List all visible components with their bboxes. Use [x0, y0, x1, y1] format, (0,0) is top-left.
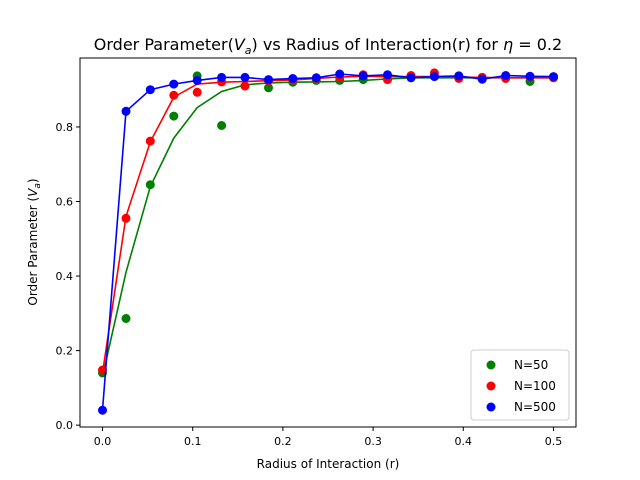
y-tick-label: 0.0 — [56, 419, 74, 432]
ylabel-var: V — [26, 188, 40, 197]
plot-area — [98, 68, 558, 415]
x-tick-label: 0.3 — [364, 435, 382, 448]
x-tick-label: 0.5 — [545, 435, 563, 448]
data-point — [383, 70, 392, 80]
title-suffix: = 0.2 — [513, 35, 562, 54]
chart-title: Order Parameter(Va) vs Radius of Interac… — [94, 35, 562, 57]
legend: N=50 N=100 N=500 — [470, 349, 570, 421]
data-point — [169, 79, 179, 89]
legend-marker — [486, 381, 496, 391]
data-point — [192, 87, 202, 97]
title-eta: η — [503, 35, 513, 54]
x-axis-ticks: 0.0 0.1 0.2 0.3 0.4 0.5 — [94, 427, 562, 448]
ylabel-suffix: ) — [26, 178, 40, 183]
legend-label: N=500 — [514, 400, 556, 414]
legend-marker — [486, 402, 496, 412]
data-point — [121, 314, 131, 323]
title-prefix: Order Parameter( — [94, 35, 234, 54]
data-point — [264, 75, 273, 85]
x-tick-label: 0.1 — [184, 435, 202, 448]
data-point — [358, 71, 368, 81]
y-tick-label: 0.8 — [56, 121, 74, 134]
x-tick-label: 0.2 — [274, 435, 292, 448]
legend-marker — [486, 360, 496, 370]
ylabel-prefix: Order Parameter ( — [26, 197, 40, 306]
legend-label: N=50 — [514, 358, 548, 372]
y-tick-label: 0.4 — [56, 270, 74, 283]
data-point — [145, 85, 155, 95]
data-point — [169, 111, 179, 121]
data-point — [240, 72, 250, 82]
title-sub: a — [245, 44, 252, 57]
data-point — [192, 75, 202, 85]
data-point — [121, 106, 131, 116]
data-point — [169, 90, 179, 100]
data-point — [145, 180, 155, 190]
data-point — [145, 136, 155, 146]
series-N=500 — [98, 69, 558, 415]
data-point — [240, 81, 250, 91]
data-point — [454, 71, 464, 81]
x-tick-label: 0.0 — [94, 435, 112, 448]
axes-frame — [79, 57, 577, 428]
data-point — [501, 71, 511, 80]
ylabel-sub: a — [33, 183, 43, 189]
data-point — [264, 83, 273, 93]
y-axis-ticks: 0.0 0.2 0.4 0.6 0.8 — [56, 121, 80, 432]
data-point — [429, 72, 439, 82]
data-point — [335, 69, 345, 79]
legend-label: N=100 — [514, 379, 556, 393]
data-point — [288, 74, 298, 83]
y-tick-label: 0.6 — [56, 196, 74, 209]
y-axis-label: Order Parameter (Va) — [26, 178, 43, 305]
data-point — [98, 405, 107, 415]
title-var: V — [234, 35, 246, 54]
legend-box — [470, 349, 570, 421]
x-axis-label: Radius of Interaction (r) — [257, 457, 400, 471]
data-point — [121, 213, 131, 223]
data-point — [525, 71, 535, 81]
data-point — [477, 74, 487, 84]
title-mid: ) vs Radius of Interaction(r) for — [252, 35, 504, 54]
y-tick-label: 0.2 — [56, 345, 74, 358]
data-point — [217, 121, 227, 130]
data-point — [549, 72, 558, 82]
legend-entries: N=50 N=100 N=500 — [486, 358, 556, 414]
data-point — [217, 72, 227, 82]
data-point — [311, 73, 321, 83]
data-point — [406, 73, 416, 83]
x-tick-label: 0.4 — [455, 435, 473, 448]
